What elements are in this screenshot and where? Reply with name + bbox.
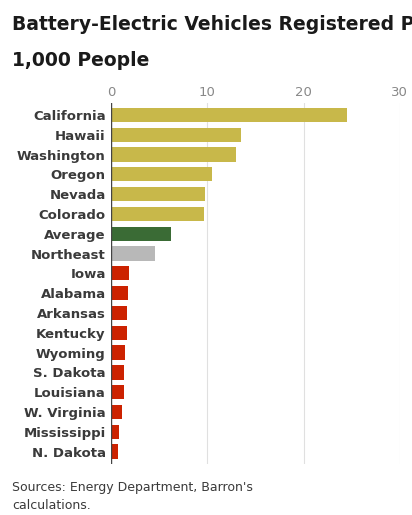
Bar bbox=[111, 108, 347, 122]
Bar bbox=[111, 187, 206, 201]
Bar bbox=[111, 147, 236, 162]
Bar bbox=[111, 246, 154, 261]
Bar bbox=[111, 346, 125, 359]
Bar bbox=[111, 325, 126, 340]
Bar bbox=[111, 266, 129, 281]
Bar bbox=[111, 425, 119, 439]
Text: 1,000 People: 1,000 People bbox=[12, 52, 150, 71]
Bar bbox=[111, 444, 119, 459]
Bar bbox=[111, 207, 204, 221]
Bar bbox=[111, 365, 124, 380]
Bar bbox=[111, 405, 122, 419]
Bar bbox=[111, 167, 212, 181]
Bar bbox=[111, 227, 171, 241]
Text: Battery-Electric Vehicles Registered Per: Battery-Electric Vehicles Registered Per bbox=[12, 15, 412, 35]
Bar bbox=[111, 286, 128, 300]
Bar bbox=[111, 306, 126, 320]
Bar bbox=[111, 385, 124, 399]
Bar bbox=[111, 128, 241, 142]
Text: Sources: Energy Department, Barron's
calculations.: Sources: Energy Department, Barron's cal… bbox=[12, 482, 253, 512]
